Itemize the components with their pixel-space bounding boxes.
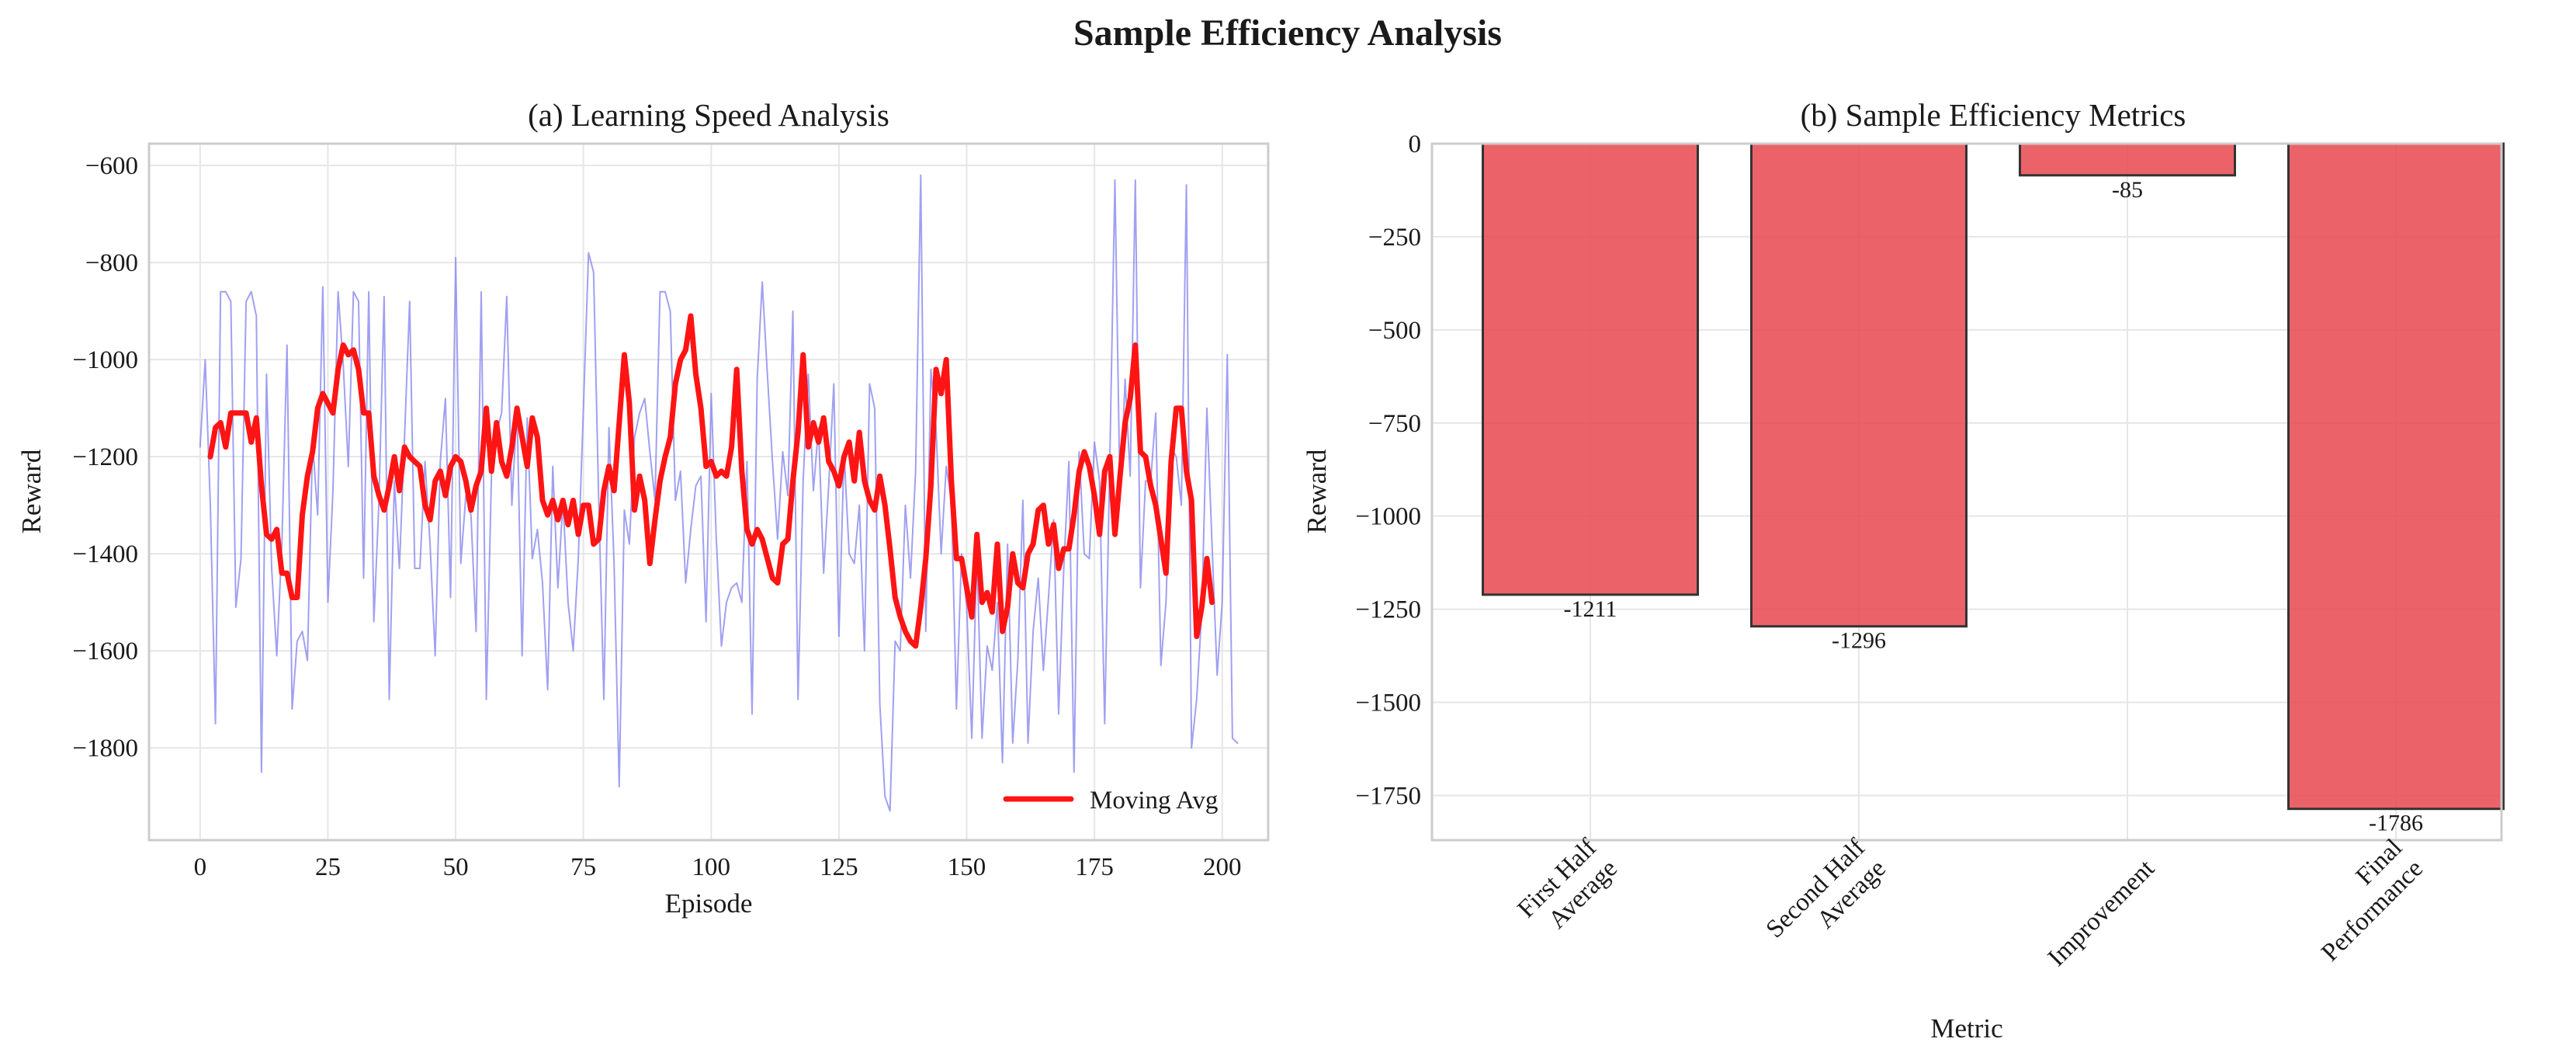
x-tick-label: Improvement <box>2043 855 2160 972</box>
y-tick-label: −600 <box>85 152 138 180</box>
x-tick-label: 50 <box>443 853 469 881</box>
x-tick-label: 200 <box>1203 853 1242 881</box>
panel-b-frame <box>1430 142 2503 842</box>
panel-b-ylabel: Reward <box>1302 449 1332 533</box>
moving-avg-line <box>207 313 1215 649</box>
y-tick-label: −1200 <box>72 443 138 471</box>
panel-b-bars: -1211 -1296 -85 -1786 <box>1482 142 2505 836</box>
x-tick-label: First HalfAverage <box>1513 834 1623 944</box>
bar <box>2019 142 2236 177</box>
y-tick-label: −1600 <box>72 637 138 665</box>
raw-reward-line <box>199 174 1239 812</box>
legend-label-moving-avg: Moving Avg <box>1090 787 1218 815</box>
bar-value-label: -1211 <box>1564 596 1617 622</box>
x-tick-label: 150 <box>948 853 986 881</box>
bar <box>2287 142 2505 811</box>
panel-learning-speed: (a) Learning Speed Analysis 0 25 50 75 100 12… <box>16 97 1270 919</box>
x-tick-label: Second HalfAverage <box>1761 834 1891 964</box>
panel-a-ylabel: Reward <box>16 449 47 533</box>
y-tick-label: −750 <box>1368 410 1421 438</box>
y-tick-label: 0 <box>1409 130 1422 158</box>
panel-a-xlabel: Episode <box>665 888 753 919</box>
y-tick-label: −500 <box>1368 317 1421 345</box>
x-tick-label: 100 <box>692 853 731 881</box>
panel-a-frame <box>147 142 1270 842</box>
panel-b-xlabel: Metric <box>1930 1013 2002 1044</box>
y-tick-label: −1400 <box>72 540 138 568</box>
y-tick-label: −1750 <box>1355 782 1421 810</box>
x-tick-label: 175 <box>1075 853 1114 881</box>
panel-a-title: (a) Learning Speed Analysis <box>528 97 889 133</box>
x-tick-label-line: Improvement <box>2043 855 2160 972</box>
bar-value-label: -85 <box>2112 177 2143 203</box>
y-tick-label: −1000 <box>1355 503 1421 531</box>
y-tick-label: −800 <box>85 249 138 277</box>
bar-value-label: -1786 <box>2369 811 2423 836</box>
legend: Moving Avg <box>1003 787 1218 815</box>
x-tick-label: 125 <box>820 853 858 881</box>
x-tick-label: 75 <box>570 853 596 881</box>
panel-a-ticks: 0 25 50 75 100 125 150 175 200 −1800 −1600 −1400 −12… <box>72 152 1241 881</box>
y-tick-label: −250 <box>1368 224 1421 252</box>
y-tick-label: −1500 <box>1355 690 1421 717</box>
panel-a-lines <box>199 174 1239 812</box>
panel-sample-efficiency: (b) Sample Efficiency Metrics -1211 -1296… <box>1302 97 2505 1044</box>
y-tick-label: −1800 <box>72 735 138 762</box>
bar <box>1482 142 1699 596</box>
bar-value-label: -1296 <box>1832 628 1886 654</box>
x-tick-label: 0 <box>194 853 207 881</box>
panel-b-title: (b) Sample Efficiency Metrics <box>1801 97 2186 133</box>
figure-title: Sample Efficiency Analysis <box>1073 12 1502 54</box>
y-tick-label: −1250 <box>1355 596 1421 624</box>
bar <box>1750 142 1968 628</box>
x-tick-label: FinalPerformance <box>2296 834 2429 967</box>
y-tick-label: −1000 <box>72 346 138 374</box>
x-tick-label: 25 <box>315 853 341 881</box>
